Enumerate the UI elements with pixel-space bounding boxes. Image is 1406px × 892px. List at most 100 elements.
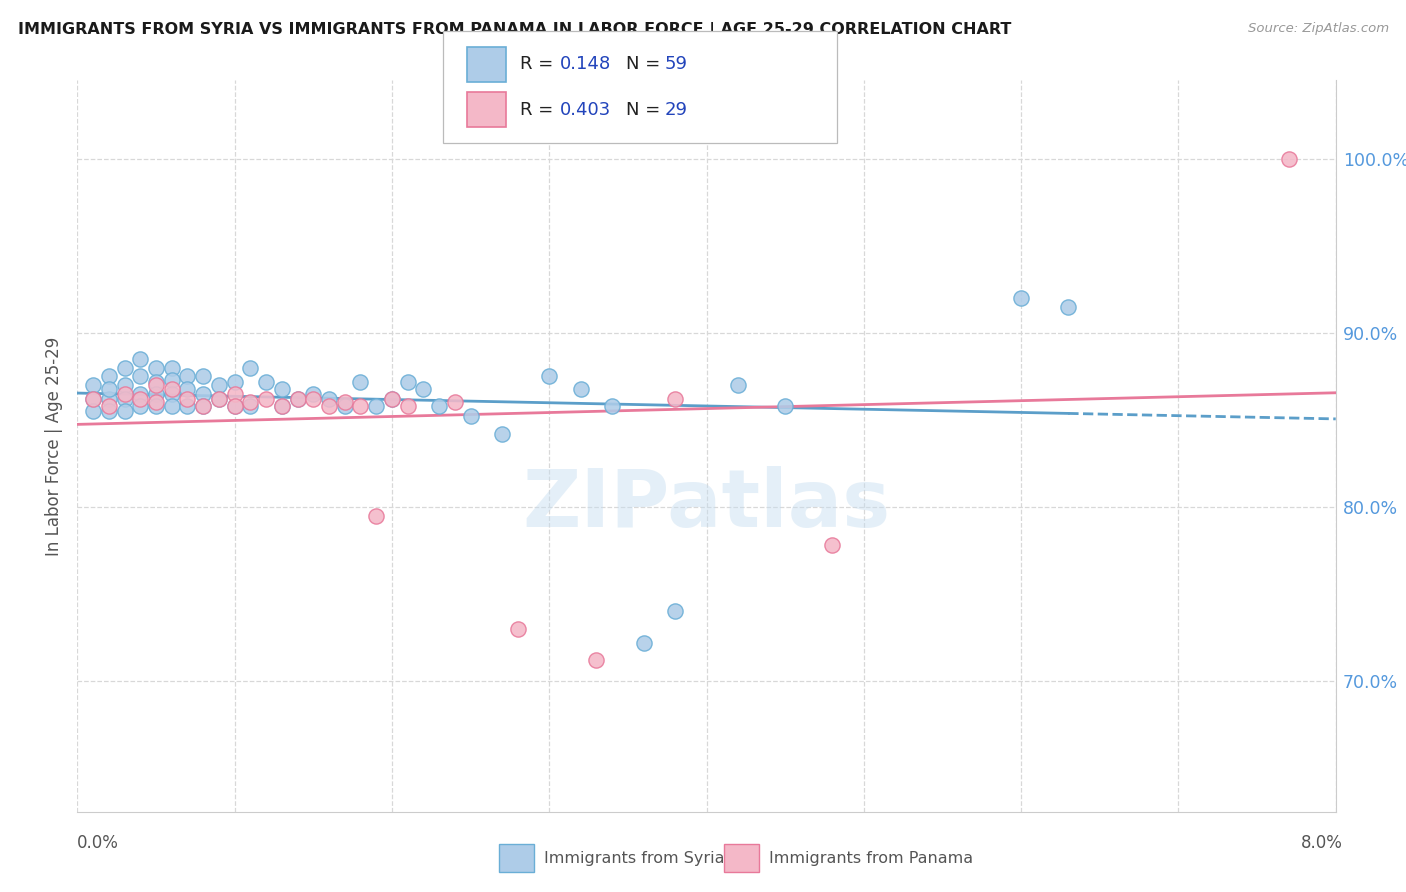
Point bbox=[224, 399, 246, 413]
Point bbox=[506, 622, 529, 636]
Text: 0.403: 0.403 bbox=[560, 101, 610, 119]
Point bbox=[145, 360, 167, 375]
Point bbox=[396, 399, 419, 413]
Point bbox=[176, 382, 198, 396]
Text: R =: R = bbox=[520, 101, 560, 119]
Point bbox=[821, 538, 844, 552]
Point bbox=[160, 399, 183, 413]
Point bbox=[270, 399, 292, 413]
Text: N =: N = bbox=[626, 55, 665, 73]
Point bbox=[224, 399, 246, 413]
Point bbox=[427, 399, 450, 413]
Point bbox=[349, 375, 371, 389]
Point bbox=[82, 392, 104, 406]
Point bbox=[664, 604, 686, 618]
Point bbox=[129, 351, 152, 366]
Point bbox=[1057, 300, 1080, 314]
Point bbox=[82, 378, 104, 392]
Point bbox=[239, 395, 262, 409]
Point bbox=[97, 399, 120, 413]
Point bbox=[114, 378, 136, 392]
Point bbox=[97, 392, 120, 406]
Point bbox=[224, 375, 246, 389]
Point bbox=[191, 399, 215, 413]
Point bbox=[191, 399, 215, 413]
Point bbox=[254, 375, 277, 389]
Point bbox=[585, 653, 607, 667]
Point bbox=[208, 378, 231, 392]
Text: R =: R = bbox=[520, 55, 560, 73]
Point bbox=[727, 378, 749, 392]
Text: Immigrants from Panama: Immigrants from Panama bbox=[769, 851, 973, 865]
Point bbox=[366, 508, 388, 523]
Point bbox=[82, 392, 104, 406]
Point bbox=[114, 386, 136, 401]
Text: Immigrants from Syria: Immigrants from Syria bbox=[544, 851, 724, 865]
Point bbox=[491, 426, 513, 441]
Point bbox=[396, 375, 419, 389]
Text: 29: 29 bbox=[665, 101, 688, 119]
Point bbox=[191, 369, 215, 384]
Point bbox=[460, 409, 482, 424]
Point bbox=[129, 386, 152, 401]
Point bbox=[114, 404, 136, 418]
Point bbox=[239, 399, 262, 413]
Point bbox=[208, 392, 231, 406]
Point bbox=[145, 399, 167, 413]
Text: ZIPatlas: ZIPatlas bbox=[523, 466, 890, 543]
Point bbox=[333, 395, 356, 409]
Point bbox=[160, 373, 183, 387]
Point bbox=[349, 399, 371, 413]
Point bbox=[97, 369, 120, 384]
Text: 0.0%: 0.0% bbox=[77, 834, 120, 852]
Text: N =: N = bbox=[626, 101, 665, 119]
Point bbox=[318, 399, 340, 413]
Point bbox=[176, 399, 198, 413]
Text: 0.148: 0.148 bbox=[560, 55, 610, 73]
Point bbox=[600, 399, 623, 413]
Point bbox=[97, 404, 120, 418]
Point bbox=[381, 392, 404, 406]
Text: 8.0%: 8.0% bbox=[1301, 834, 1343, 852]
Point bbox=[114, 392, 136, 406]
Point bbox=[82, 404, 104, 418]
Point bbox=[270, 399, 292, 413]
Point bbox=[97, 382, 120, 396]
Point bbox=[633, 636, 655, 650]
Point bbox=[287, 392, 309, 406]
Text: IMMIGRANTS FROM SYRIA VS IMMIGRANTS FROM PANAMA IN LABOR FORCE | AGE 25-29 CORRE: IMMIGRANTS FROM SYRIA VS IMMIGRANTS FROM… bbox=[18, 22, 1012, 38]
Point bbox=[444, 395, 467, 409]
Point bbox=[1277, 152, 1299, 166]
Point bbox=[412, 382, 434, 396]
Point bbox=[145, 386, 167, 401]
Point bbox=[270, 382, 292, 396]
Point bbox=[287, 392, 309, 406]
Point bbox=[208, 392, 231, 406]
Point bbox=[239, 360, 262, 375]
Point bbox=[160, 382, 183, 396]
Point bbox=[1010, 291, 1032, 305]
Y-axis label: In Labor Force | Age 25-29: In Labor Force | Age 25-29 bbox=[45, 336, 63, 556]
Point bbox=[176, 392, 198, 406]
Point bbox=[129, 399, 152, 413]
Point bbox=[129, 392, 152, 406]
Point bbox=[569, 382, 592, 396]
Point bbox=[224, 386, 246, 401]
Point bbox=[145, 375, 167, 389]
Text: Source: ZipAtlas.com: Source: ZipAtlas.com bbox=[1249, 22, 1389, 36]
Point bbox=[145, 378, 167, 392]
Point bbox=[160, 360, 183, 375]
Point bbox=[318, 392, 340, 406]
Point bbox=[114, 360, 136, 375]
Point bbox=[381, 392, 404, 406]
Point bbox=[191, 386, 215, 401]
Point bbox=[366, 399, 388, 413]
Point bbox=[254, 392, 277, 406]
Point bbox=[302, 392, 325, 406]
Point bbox=[333, 399, 356, 413]
Point bbox=[773, 399, 796, 413]
Point bbox=[145, 395, 167, 409]
Text: 59: 59 bbox=[665, 55, 688, 73]
Point bbox=[302, 386, 325, 401]
Point bbox=[129, 369, 152, 384]
